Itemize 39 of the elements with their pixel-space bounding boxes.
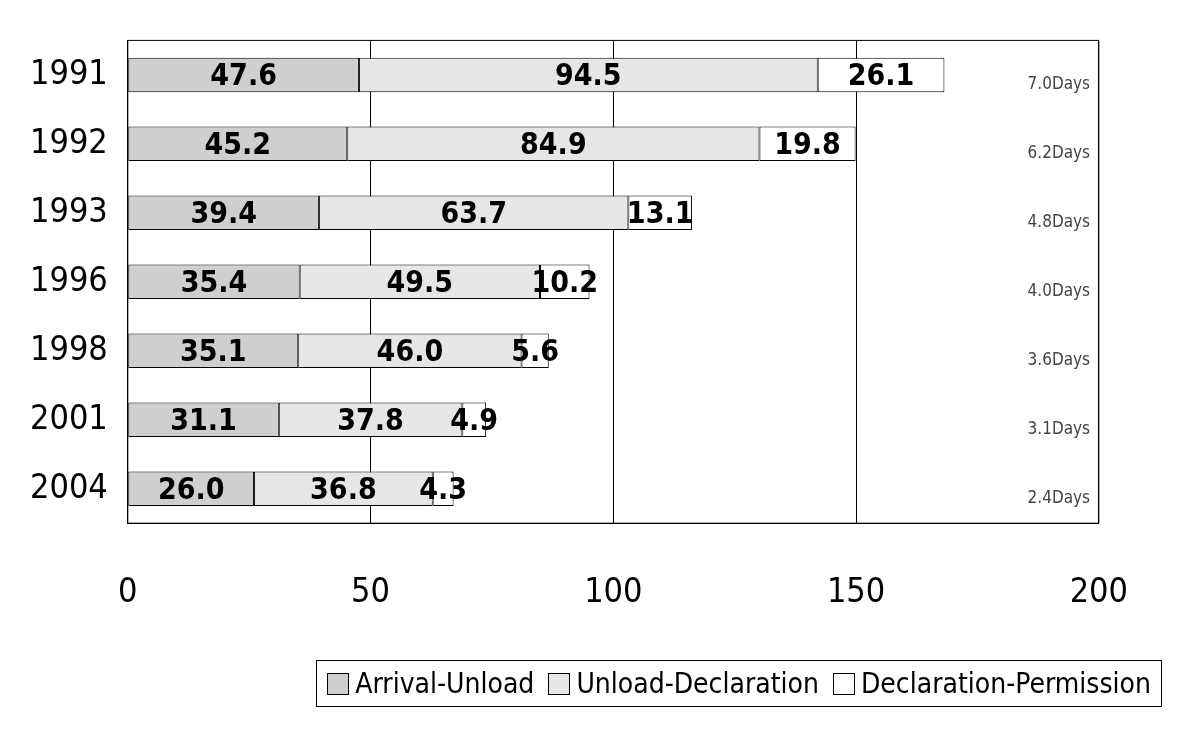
y-tick-label: 1996 bbox=[30, 258, 108, 299]
x-tick-label: 50 bbox=[351, 570, 391, 611]
data-label: 26.1 bbox=[847, 56, 915, 92]
data-label: 46.0 bbox=[376, 332, 444, 368]
x-tick-label: 150 bbox=[826, 570, 886, 611]
data-label: 26.0 bbox=[157, 470, 225, 506]
data-label: 84.9 bbox=[520, 125, 587, 161]
y-tick-label: 1991 bbox=[30, 51, 108, 92]
data-label: 45.2 bbox=[204, 125, 272, 161]
data-label: 35.4 bbox=[180, 263, 248, 299]
x-tick-label: 200 bbox=[1069, 570, 1128, 611]
data-label: 35.1 bbox=[179, 332, 247, 368]
y-tick-label: 2001 bbox=[30, 396, 108, 437]
y-tick-label: 1998 bbox=[30, 327, 108, 368]
y-tick-label: 1992 bbox=[30, 120, 108, 161]
annotation: 6.2Days bbox=[1027, 142, 1091, 163]
annotation: 3.1Days bbox=[1027, 418, 1091, 439]
legend-label: Arrival-Unload bbox=[355, 667, 535, 700]
data-label: 4.3 bbox=[419, 470, 468, 506]
data-label: 19.8 bbox=[774, 125, 841, 161]
data-label: 31.1 bbox=[170, 401, 237, 437]
annotation: 3.6Days bbox=[1027, 349, 1091, 370]
data-label: 39.4 bbox=[190, 194, 258, 230]
annotation: 2.4Days bbox=[1027, 487, 1091, 508]
data-label: 49.5 bbox=[386, 263, 454, 299]
data-label: 47.6 bbox=[210, 56, 277, 92]
y-tick-label: 2004 bbox=[30, 465, 108, 506]
x-tick-label: 0 bbox=[118, 570, 138, 611]
annotation: 4.8Days bbox=[1027, 211, 1091, 232]
data-label: 36.8 bbox=[310, 470, 377, 506]
data-label: 94.5 bbox=[555, 56, 622, 92]
annotation: 4.0Days bbox=[1027, 280, 1091, 301]
annotation: 7.0Days bbox=[1027, 73, 1091, 94]
text: Declaration-Permission bbox=[860, 667, 1151, 700]
data-label: 37.8 bbox=[337, 401, 404, 437]
x-tick-label: 100 bbox=[584, 570, 643, 611]
legend-label: Unload-Declaration bbox=[576, 667, 819, 700]
data-label: 63.7 bbox=[440, 194, 508, 230]
y-tick-label: 1993 bbox=[30, 189, 108, 230]
